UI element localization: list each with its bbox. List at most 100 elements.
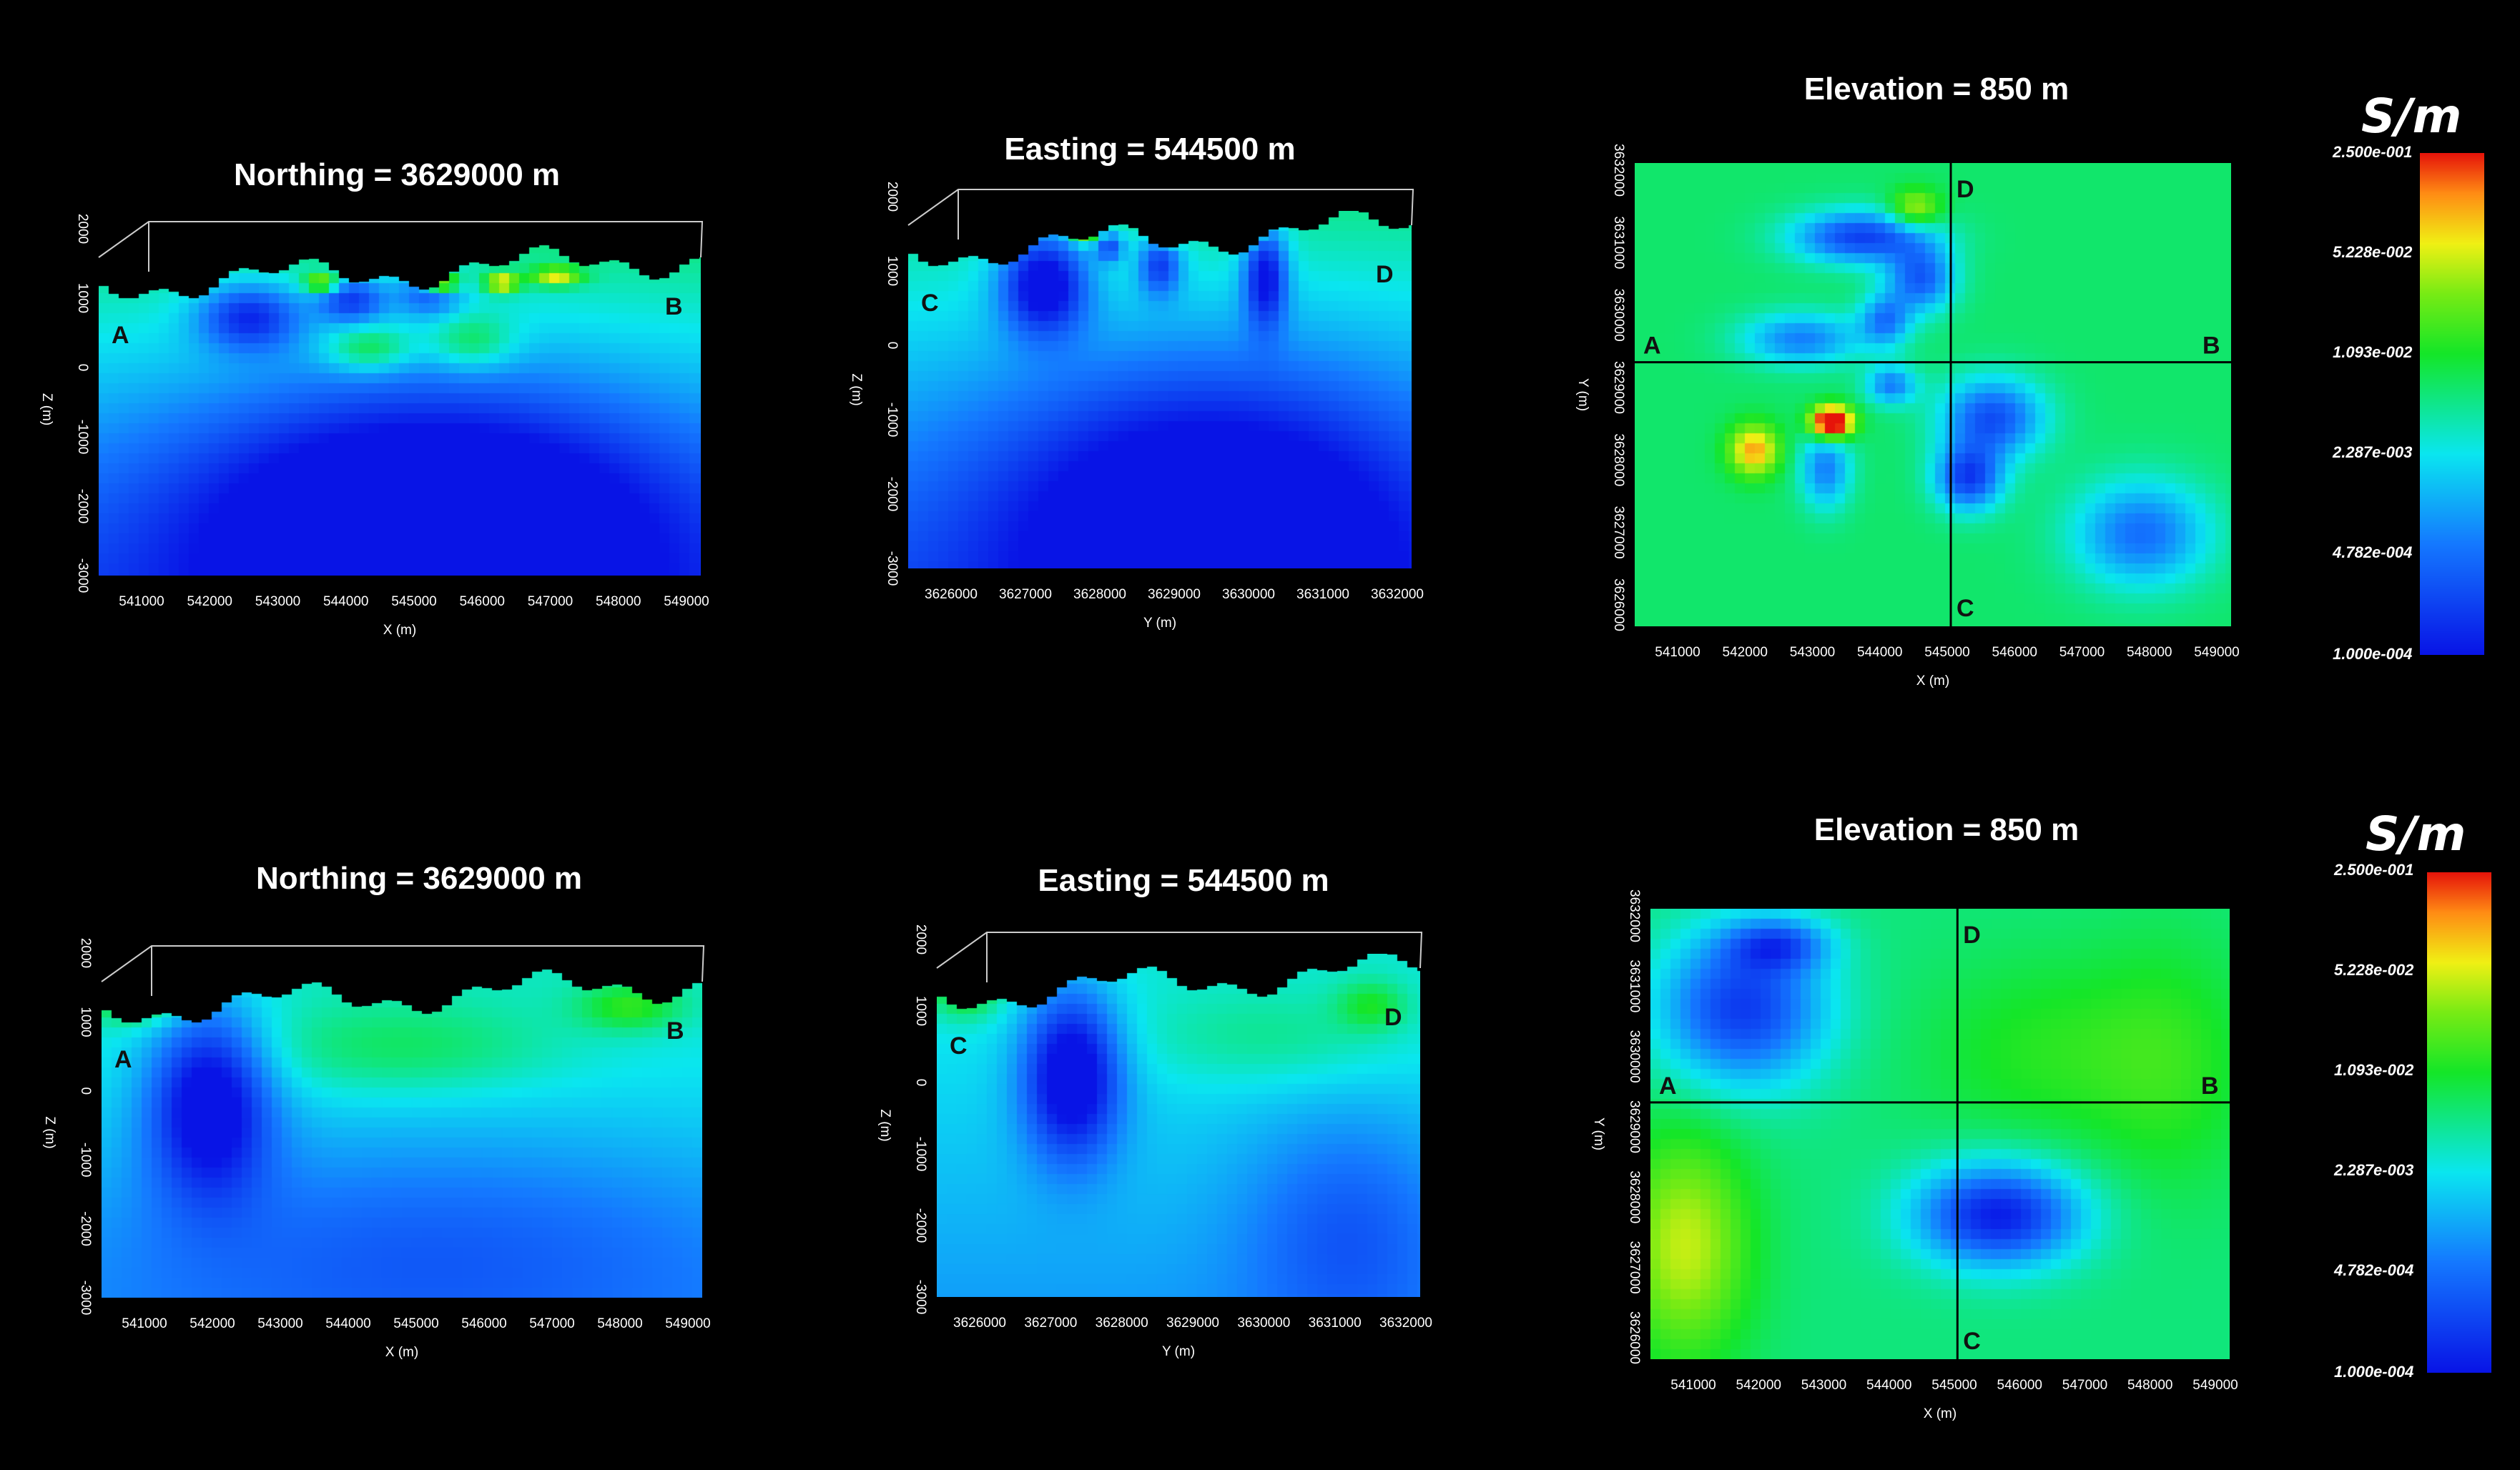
colorbar-top-unit: S/m — [2361, 89, 2462, 144]
x-tick-label: 544000 — [323, 594, 368, 609]
colorbar-bottom-tick: 4.782e-004 — [2334, 1261, 2414, 1279]
x-tick-label: 542000 — [187, 594, 232, 609]
colorbar-top-tick: 2.287e-003 — [2333, 443, 2413, 461]
colorbar-bottom-unit: S/m — [2366, 806, 2466, 862]
x-tick-label: 3628000 — [1096, 1316, 1148, 1331]
colorbar-top-tick: 1.093e-002 — [2333, 343, 2413, 361]
y-tick-label: 3628000 — [1627, 1170, 1642, 1223]
x-axis-label: X (m) — [385, 1345, 418, 1360]
colorbar-top-tick: 2.500e-001 — [2333, 143, 2413, 161]
x-tick-label: 3632000 — [1371, 587, 1424, 602]
y-tick-label: 3627000 — [1627, 1241, 1642, 1294]
x-tick-label: 546000 — [1997, 1378, 2042, 1393]
y-tick-label: -1000 — [913, 1137, 928, 1172]
y-tick-label: -1000 — [75, 420, 90, 455]
x-tick-label: 547000 — [2062, 1378, 2107, 1393]
x-tick-label: 543000 — [257, 1316, 302, 1331]
y-tick-label: 3627000 — [1611, 506, 1626, 559]
x-tick-label: 544000 — [1866, 1378, 1911, 1393]
y-tick-label: -1000 — [78, 1143, 93, 1178]
x-tick-label: 547000 — [2059, 645, 2105, 660]
x-axis-label: X (m) — [1924, 1406, 1957, 1421]
x-tick-label: 546000 — [1992, 645, 2037, 660]
colorbar-bottom-tick: 1.000e-004 — [2334, 1363, 2414, 1381]
colorbar-top-tick: 1.000e-004 — [2333, 645, 2413, 663]
x-tick-label: 548000 — [2127, 645, 2172, 660]
x-tick-label: 541000 — [119, 594, 164, 609]
y-tick-label: 2000 — [885, 182, 900, 212]
y-tick-label: 3629000 — [1627, 1100, 1642, 1153]
y-tick-label: 0 — [913, 1079, 928, 1087]
x-tick-label: 544000 — [1857, 645, 1902, 660]
y-tick-label: -3000 — [78, 1281, 93, 1316]
x-tick-label: 3631000 — [1296, 587, 1349, 602]
y-tick-label: 3632000 — [1627, 889, 1642, 942]
x-tick-label: 3631000 — [1309, 1316, 1362, 1331]
colorbar-bottom-tick: 1.093e-002 — [2334, 1061, 2414, 1079]
x-tick-label: 3626000 — [953, 1316, 1006, 1331]
x-tick-label: 3627000 — [999, 587, 1052, 602]
heatmap-bottom-elevation — [1650, 909, 2230, 1359]
y-tick-label: 0 — [78, 1087, 93, 1095]
heatmap-bottom-northing — [102, 967, 702, 1298]
x-axis-label: Y (m) — [1143, 616, 1176, 631]
x-tick-label: 548000 — [597, 1316, 642, 1331]
y-tick-label: 1000 — [78, 1007, 93, 1037]
x-tick-label: 3627000 — [1024, 1316, 1077, 1331]
panel-title-bottom-northing: Northing = 3629000 m — [255, 861, 583, 896]
y-tick-label: -2000 — [75, 489, 90, 524]
x-tick-label: 3626000 — [925, 587, 978, 602]
y-tick-label: 3632000 — [1611, 144, 1626, 197]
colorbar-bottom-tick: 2.287e-003 — [2334, 1161, 2414, 1179]
colorbar-top-tick: 5.228e-002 — [2333, 243, 2413, 261]
y-tick-label: 3631000 — [1627, 960, 1642, 1012]
x-tick-label: 548000 — [2127, 1378, 2172, 1393]
y-tick-label: 1000 — [75, 283, 90, 313]
y-axis-label: Y (m) — [1591, 1118, 1606, 1150]
y-axis-label: Y (m) — [1575, 378, 1590, 411]
panel-title-top-easting: Easting = 544500 m — [1004, 132, 1296, 167]
y-tick-label: 2000 — [75, 214, 90, 244]
y-tick-label: 2000 — [78, 938, 93, 968]
x-tick-label: 548000 — [596, 594, 641, 609]
colorbar-gradient — [2427, 872, 2491, 1373]
y-tick-label: 2000 — [913, 924, 928, 954]
y-tick-label: -2000 — [913, 1208, 928, 1243]
colorbar-bottom-tick: 5.228e-002 — [2334, 961, 2414, 979]
y-tick-label: -1000 — [885, 403, 900, 438]
y-tick-label: 3631000 — [1611, 216, 1626, 269]
y-axis-label: Z (m) — [39, 393, 54, 425]
x-tick-label: 547000 — [529, 1316, 574, 1331]
y-tick-label: -2000 — [78, 1211, 93, 1246]
x-tick-label: 549000 — [665, 1316, 710, 1331]
x-tick-label: 3630000 — [1237, 1316, 1290, 1331]
y-axis-label: Z (m) — [877, 1109, 892, 1141]
x-axis-label: Y (m) — [1162, 1344, 1195, 1359]
x-tick-label: 3629000 — [1166, 1316, 1219, 1331]
heatmap-bottom-easting — [937, 954, 1420, 1297]
x-tick-label: 546000 — [461, 1316, 506, 1331]
colorbar-bottom — [2427, 872, 2491, 1373]
x-tick-label: 543000 — [1801, 1378, 1846, 1393]
x-tick-label: 541000 — [1655, 645, 1700, 660]
y-tick-label: 3626000 — [1611, 578, 1626, 631]
colorbar-bottom-tick: 2.500e-001 — [2334, 861, 2414, 879]
x-tick-label: 3630000 — [1222, 587, 1275, 602]
x-tick-label: 541000 — [122, 1316, 167, 1331]
y-tick-label: 3630000 — [1611, 289, 1626, 342]
x-tick-label: 3632000 — [1379, 1316, 1432, 1331]
x-tick-label: 3629000 — [1148, 587, 1201, 602]
y-tick-label: 3626000 — [1627, 1311, 1642, 1364]
heatmap-top-elevation — [1635, 163, 2231, 626]
x-axis-label: X (m) — [383, 623, 416, 638]
x-tick-label: 541000 — [1670, 1378, 1716, 1393]
y-tick-label: -3000 — [885, 551, 900, 586]
y-tick-label: -2000 — [885, 477, 900, 512]
x-tick-label: 549000 — [664, 594, 709, 609]
x-tick-label: 542000 — [1723, 645, 1768, 660]
panel-title-top-elevation: Elevation = 850 m — [1803, 71, 2069, 107]
y-tick-label: -3000 — [75, 558, 90, 593]
y-tick-label: 1000 — [913, 996, 928, 1026]
x-tick-label: 547000 — [528, 594, 573, 609]
x-tick-label: 544000 — [325, 1316, 370, 1331]
